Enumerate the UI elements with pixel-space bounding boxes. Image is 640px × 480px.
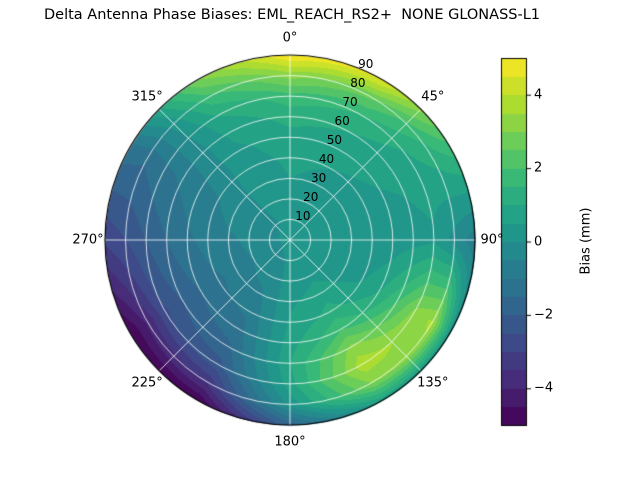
r-tick-label: 90 xyxy=(358,57,374,72)
r-tick-label: 50 xyxy=(326,133,342,148)
theta-tick-label: 45° xyxy=(421,89,445,105)
r-tick-label: 20 xyxy=(303,190,319,205)
colorbar-tick-label: −4 xyxy=(534,380,554,396)
theta-tick-label: 315° xyxy=(131,89,163,105)
theta-tick-label: 225° xyxy=(131,375,163,391)
r-tick-label: 60 xyxy=(334,114,350,129)
r-tick-label: 80 xyxy=(350,76,366,91)
theta-tick-label: 135° xyxy=(417,375,449,391)
theta-tick-label: 90° xyxy=(480,232,504,248)
theta-tick-label: 180° xyxy=(274,434,306,450)
theta-tick-label: 0° xyxy=(282,30,298,46)
colorbar-tick-label: 4 xyxy=(534,87,543,103)
r-tick-label: 10 xyxy=(295,209,311,223)
colorbar-tick-label: 0 xyxy=(534,234,543,249)
chart-title: Delta Antenna Phase Biases: EML_REACH_RS… xyxy=(43,7,541,23)
colorbar-axis-label: Bias (mm) xyxy=(578,207,594,275)
r-tick-label: 30 xyxy=(310,171,327,186)
theta-tick-label: 270° xyxy=(72,232,104,248)
colorbar-tick-label: 2 xyxy=(534,160,543,176)
r-tick-label: 70 xyxy=(342,95,358,110)
colorbar-tick-label: −2 xyxy=(534,307,554,323)
r-tick-label: 40 xyxy=(318,152,335,167)
